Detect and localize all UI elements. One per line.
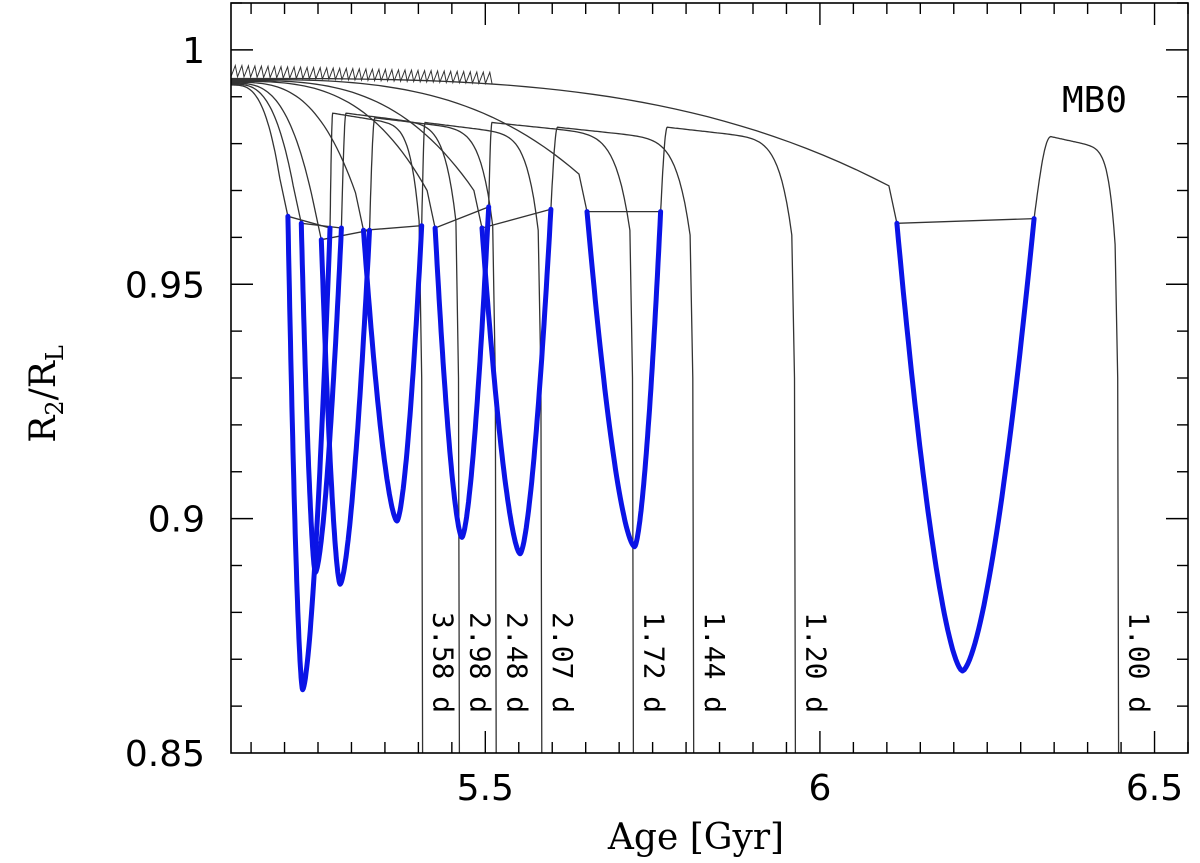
tick-layer (231, 2, 1189, 753)
period-label: 2.07 d (546, 612, 579, 713)
dip-1-00-d (894, 216, 1037, 674)
evolution-track-1-44-d (231, 79, 695, 753)
dip-1-44-d (479, 206, 554, 557)
period-label: 1.44 d (698, 612, 731, 713)
evolution-track-1-20-d (231, 78, 797, 753)
y-axis-label: R2/RL (23, 345, 69, 443)
period-labels: 3.58 d 2.98 d 2.48 d 2.07 d 1.72 d 1.44 d 1.20… (427, 612, 1156, 713)
evolution-track-2-07-d (231, 81, 543, 753)
dip-1-20-d (584, 209, 664, 550)
noise-band (231, 63, 493, 86)
dip-1-72-d (432, 204, 492, 540)
y-tick-label: 0.9 (148, 500, 205, 541)
evolution-track-3-58-d (231, 84, 424, 753)
period-label: 2.98 d (464, 612, 497, 713)
dip-layer (285, 204, 1037, 693)
y-tick-labels: 0.85 0.9 0.95 1 (125, 31, 205, 775)
period-label: 2.48 d (500, 612, 533, 713)
dip-2-98-d (298, 220, 344, 575)
y-tick-label: 1 (182, 31, 205, 72)
period-label: 1.00 d (1123, 612, 1156, 713)
x-axis-label: Age [Gyr] (607, 817, 784, 858)
y-label-sub1: 2 (41, 400, 69, 415)
y-tick-label: 0.95 (125, 265, 205, 306)
y-label-main: R (23, 415, 64, 443)
evolution-track-2-98-d (231, 83, 461, 753)
y-label-sep: /R (23, 360, 64, 400)
y-label-sub2: L (41, 345, 69, 361)
evolution-track-1-00-d (231, 77, 1120, 753)
x-tick-label: 6 (808, 768, 831, 809)
track-layer (231, 63, 1120, 753)
dip-2-07-d (361, 223, 425, 524)
y-tick-label: 0.85 (125, 734, 205, 775)
dip-3-58-d (285, 213, 333, 693)
dip-2-48-d (318, 227, 372, 587)
evolution-track-2-48-d (231, 82, 497, 753)
period-label: 3.58 d (427, 612, 460, 713)
x-tick-labels: 5.5 6 6.5 (457, 768, 1183, 809)
evolution-track-1-72-d (231, 80, 635, 753)
period-label: 1.20 d (800, 612, 833, 713)
model-label: MB0 (1062, 80, 1127, 121)
period-label: 1.72 d (638, 612, 671, 713)
x-tick-label: 6.5 (1126, 768, 1183, 809)
svg-text:R2/RL: R2/RL (23, 345, 69, 443)
x-tick-label: 5.5 (457, 768, 514, 809)
